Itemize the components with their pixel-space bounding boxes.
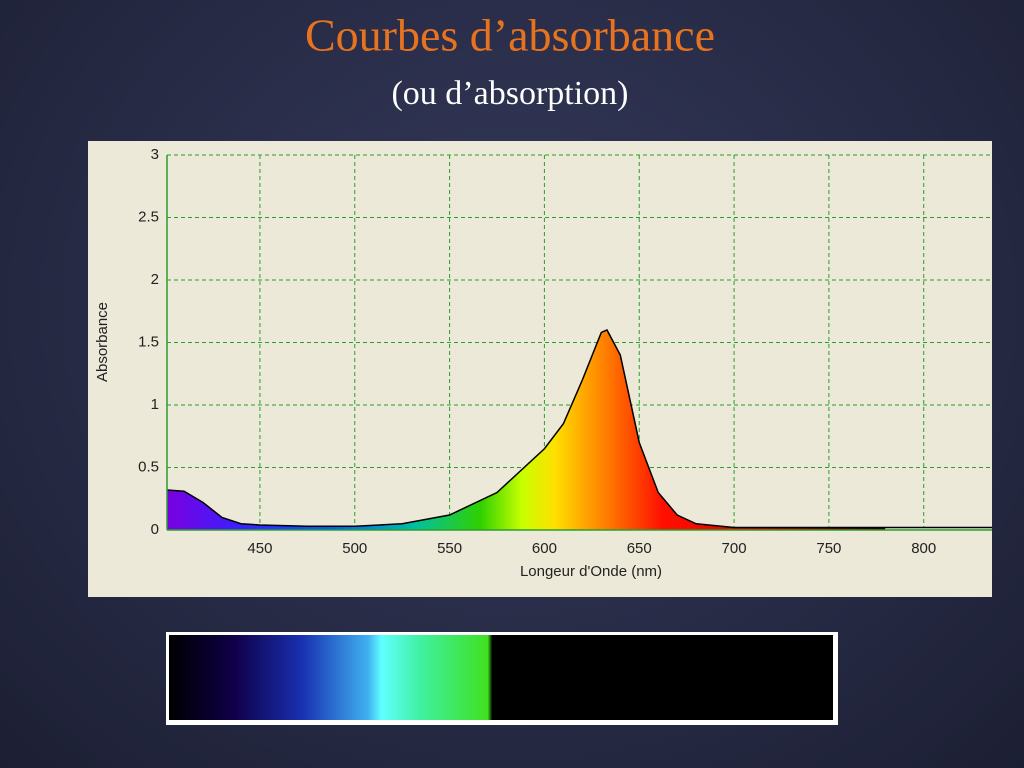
y-axis-label: Absorbance bbox=[94, 302, 111, 382]
x-tick-label: 750 bbox=[816, 540, 841, 557]
x-tick-label: 700 bbox=[722, 540, 747, 557]
y-tick-label: 3 bbox=[151, 146, 159, 163]
y-tick-label: 2.5 bbox=[138, 208, 159, 225]
y-tick-label: 0 bbox=[151, 521, 159, 538]
title: Courbes d’absorbance bbox=[305, 10, 715, 61]
x-tick-label: 650 bbox=[627, 540, 652, 557]
absorbance-line bbox=[166, 329, 992, 529]
x-axis-label: Longeur d'Onde (nm) bbox=[520, 563, 662, 580]
x-tick-label: 800 bbox=[911, 540, 936, 557]
y-tick-label: 0.5 bbox=[138, 458, 159, 475]
absorbance-area bbox=[167, 330, 992, 530]
x-tick-label: 500 bbox=[342, 540, 367, 557]
y-tick-label: 1.5 bbox=[138, 333, 159, 350]
y-tick-label: 2 bbox=[151, 271, 159, 288]
x-tick-label: 550 bbox=[437, 540, 462, 557]
spectrum-band bbox=[169, 635, 833, 720]
x-tick-label: 450 bbox=[247, 540, 272, 557]
y-tick-label: 1 bbox=[151, 396, 159, 413]
subtitle: (ou d’absorption) bbox=[391, 75, 628, 112]
x-tick-label: 600 bbox=[532, 540, 557, 557]
